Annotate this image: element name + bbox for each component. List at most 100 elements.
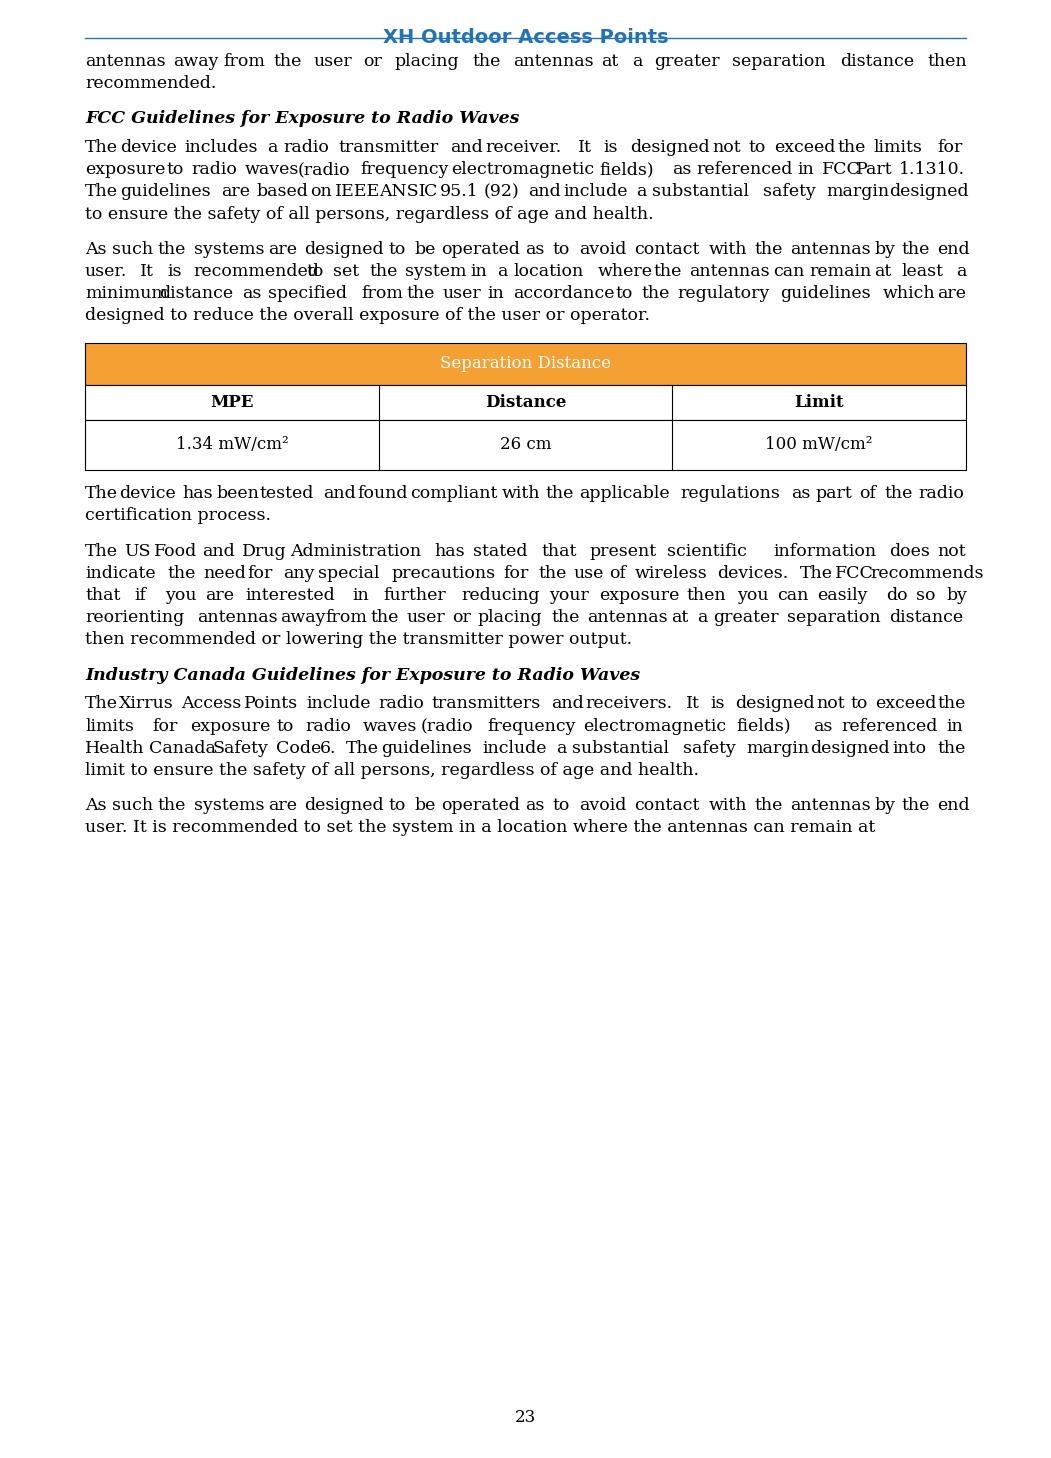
Text: frequency: frequency — [488, 717, 576, 735]
Text: operated: operated — [441, 798, 520, 814]
Text: 1.34 mW/cm²: 1.34 mW/cm² — [176, 436, 288, 453]
Text: away: away — [281, 609, 326, 627]
Text: (92): (92) — [483, 184, 519, 201]
Text: designed: designed — [304, 798, 384, 814]
Text: further: further — [384, 588, 446, 604]
Text: 6.: 6. — [321, 739, 336, 757]
Text: or: or — [452, 609, 471, 627]
Text: as: as — [672, 162, 692, 178]
Text: of: of — [609, 564, 625, 582]
Text: is: is — [710, 695, 725, 713]
Text: The: The — [85, 486, 118, 503]
Text: present: present — [590, 542, 657, 560]
Text: Health: Health — [85, 739, 144, 757]
Text: need: need — [203, 564, 246, 582]
Text: placing: placing — [394, 52, 459, 70]
Text: reducing: reducing — [461, 588, 540, 604]
Text: include: include — [482, 739, 547, 757]
Text: by: by — [874, 241, 895, 258]
Text: the: the — [158, 798, 186, 814]
Text: into: into — [893, 739, 927, 757]
Text: as: as — [242, 286, 262, 302]
Text: system: system — [406, 262, 467, 280]
Text: and: and — [529, 184, 561, 201]
Text: is: is — [604, 139, 618, 156]
Text: systems: systems — [193, 798, 264, 814]
Text: The: The — [85, 184, 118, 201]
Text: as: as — [526, 241, 544, 258]
Text: designed: designed — [889, 184, 969, 201]
Text: distance: distance — [159, 286, 233, 302]
Text: end: end — [937, 798, 970, 814]
Text: the: the — [473, 52, 501, 70]
Text: frequency: frequency — [359, 162, 449, 178]
Text: to: to — [167, 162, 184, 178]
Text: Code: Code — [275, 739, 322, 757]
Text: Administration: Administration — [290, 542, 421, 560]
Text: where: where — [598, 262, 653, 280]
Text: referenced: referenced — [697, 162, 792, 178]
Text: found: found — [357, 486, 408, 503]
Text: a: a — [268, 139, 277, 156]
Text: limits: limits — [873, 139, 922, 156]
Text: from: from — [326, 609, 368, 627]
Text: a: a — [633, 52, 643, 70]
Bar — [85, 343, 966, 385]
Text: fields): fields) — [736, 717, 790, 735]
Text: user: user — [313, 52, 352, 70]
Text: receivers.: receivers. — [585, 695, 673, 713]
Text: (radio: (radio — [297, 162, 350, 178]
Text: FCC: FCC — [822, 162, 861, 178]
Text: indicate: indicate — [85, 564, 156, 582]
Text: operated: operated — [441, 241, 520, 258]
Text: substantial: substantial — [572, 739, 668, 757]
Text: any: any — [283, 564, 314, 582]
Text: As: As — [85, 241, 106, 258]
Text: exposure: exposure — [190, 717, 271, 735]
Text: US: US — [124, 542, 150, 560]
Text: separation: separation — [787, 609, 881, 627]
Text: include: include — [563, 184, 627, 201]
Text: the: the — [158, 241, 186, 258]
Text: as: as — [791, 486, 810, 503]
Text: not: not — [817, 695, 845, 713]
Text: ANSI: ANSI — [379, 184, 427, 201]
Text: the: the — [884, 486, 912, 503]
Text: It: It — [141, 262, 154, 280]
Text: as: as — [526, 798, 544, 814]
Text: Part: Part — [856, 162, 892, 178]
Text: antennas: antennas — [85, 52, 166, 70]
Text: can: can — [777, 588, 808, 604]
Text: the: the — [654, 262, 682, 280]
Text: the: the — [371, 609, 399, 627]
Text: guidelines: guidelines — [780, 286, 870, 302]
Text: in: in — [798, 162, 813, 178]
Text: reorienting: reorienting — [85, 609, 184, 627]
Text: as: as — [812, 717, 832, 735]
Text: or: or — [364, 52, 383, 70]
Text: Xirrus: Xirrus — [119, 695, 173, 713]
Text: systems: systems — [193, 241, 264, 258]
Text: Points: Points — [244, 695, 298, 713]
Text: safety: safety — [683, 739, 736, 757]
Text: waves: waves — [244, 162, 298, 178]
Text: of: of — [860, 486, 877, 503]
Text: accordance: accordance — [513, 286, 615, 302]
Text: radio: radio — [919, 486, 964, 503]
Text: that: that — [85, 588, 121, 604]
Text: placing: placing — [478, 609, 542, 627]
Text: the: the — [937, 739, 966, 757]
Text: Food: Food — [153, 542, 197, 560]
Text: scientific: scientific — [667, 542, 747, 560]
Text: in: in — [947, 717, 964, 735]
Text: a: a — [697, 609, 707, 627]
Text: exceed: exceed — [774, 139, 836, 156]
Text: based: based — [256, 184, 308, 201]
Text: information: information — [774, 542, 877, 560]
Text: at: at — [601, 52, 619, 70]
Text: and: and — [450, 139, 482, 156]
Text: separation: separation — [733, 52, 826, 70]
Text: Safety: Safety — [212, 739, 268, 757]
Text: regulations: regulations — [681, 486, 781, 503]
Text: antennas: antennas — [197, 609, 277, 627]
